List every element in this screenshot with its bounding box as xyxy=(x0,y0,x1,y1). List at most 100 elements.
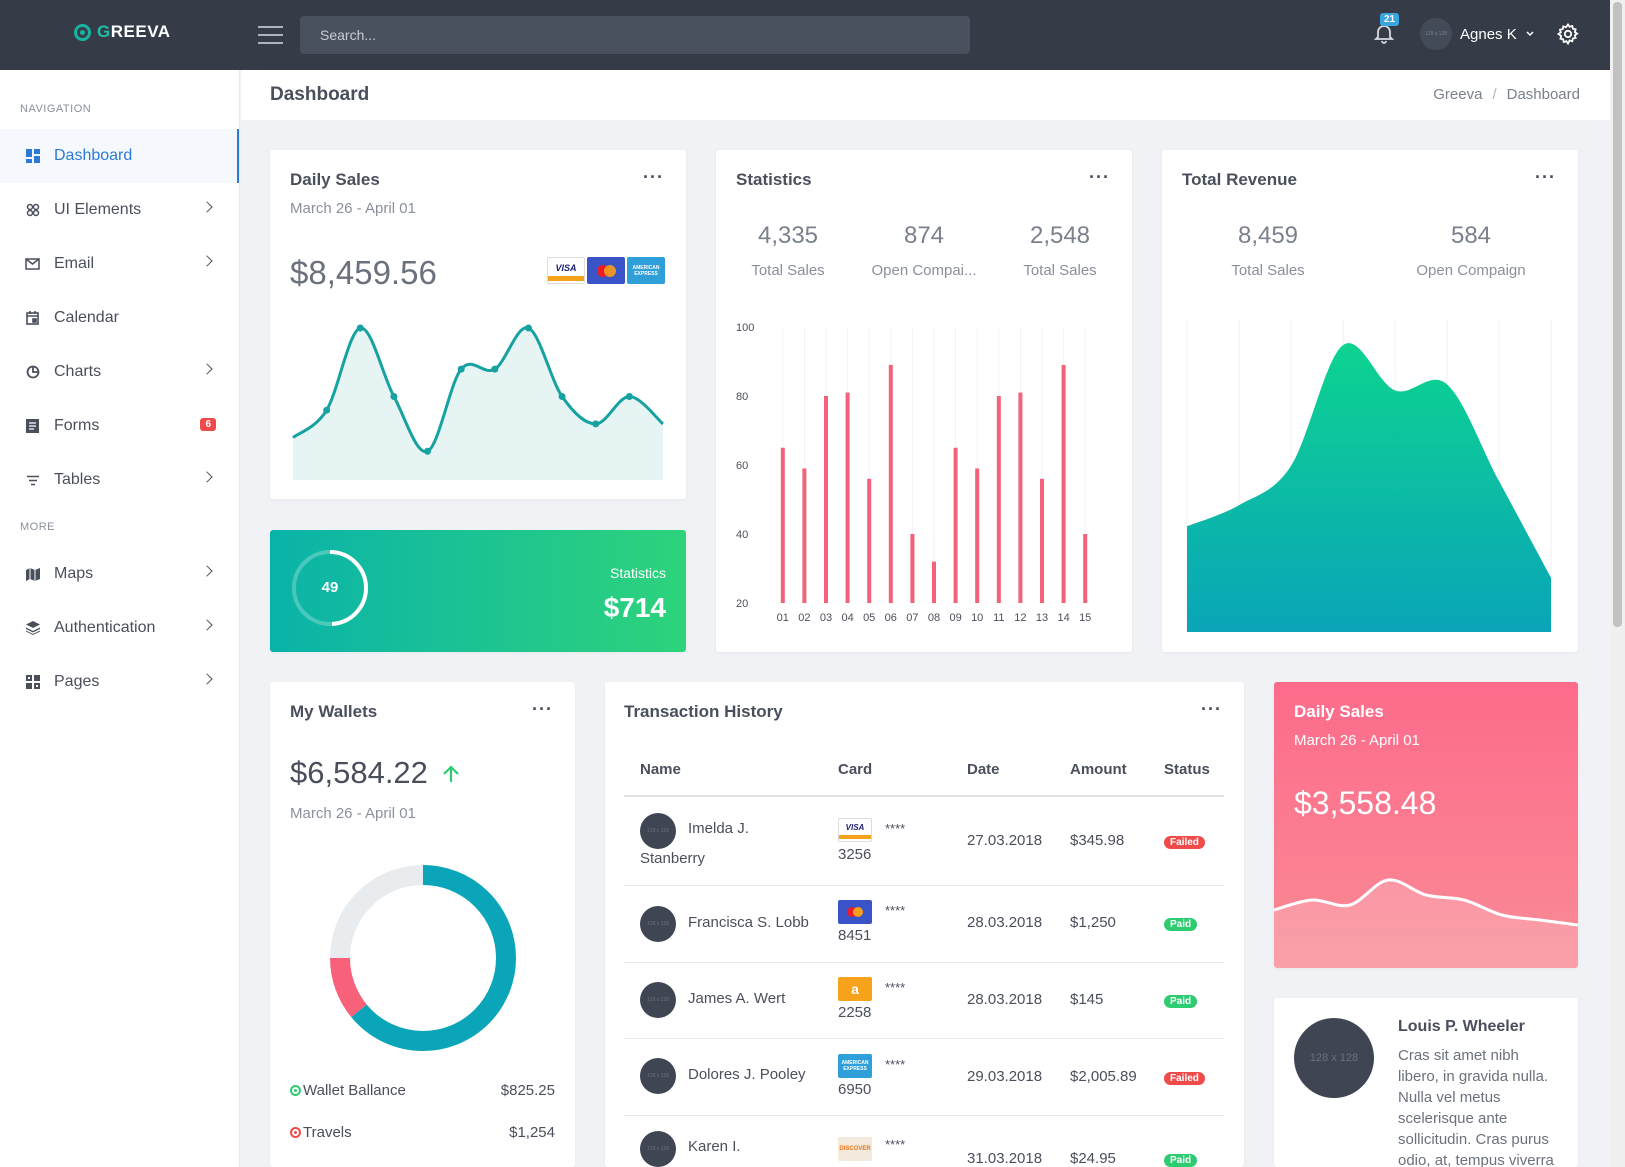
date-range: March 26 - April 01 xyxy=(290,200,416,217)
date-range: March 26 - April 01 xyxy=(1294,732,1420,749)
bar xyxy=(1061,364,1066,603)
donut-slice xyxy=(330,865,516,1051)
donut-slice xyxy=(330,865,516,1051)
sales-amount: $3,558.48 xyxy=(1294,785,1437,821)
bar xyxy=(996,396,1001,603)
chevron-right-icon xyxy=(201,255,213,267)
ui-elements-icon xyxy=(25,203,40,218)
sidebar-item-label: Email xyxy=(54,255,95,272)
card-title: Statistics xyxy=(736,170,812,189)
y-tick-label: 20 xyxy=(736,598,748,610)
sidebar-item-maps[interactable]: Maps xyxy=(0,547,239,601)
transaction-date: 31.03.2018 xyxy=(967,1150,1043,1167)
more-options-button[interactable]: ··· xyxy=(1201,699,1222,719)
column-header[interactable]: Name xyxy=(640,761,681,778)
transaction-amount: $145 xyxy=(1070,991,1104,1008)
more-options-button[interactable]: ··· xyxy=(643,167,664,187)
calendar-icon xyxy=(25,311,40,326)
notification-badge: 21 xyxy=(1380,13,1400,26)
card-last-digits: 6950 xyxy=(838,1081,872,1098)
transaction-date: 28.03.2018 xyxy=(967,914,1043,931)
sidebar-item-label: Charts xyxy=(54,363,102,380)
more-options-button[interactable]: ··· xyxy=(1089,167,1110,187)
amazon-card-icon: a xyxy=(838,977,872,1001)
breadcrumb-current: Dashboard xyxy=(1506,86,1580,103)
amex-card-icon: AMERICAN EXPRESS xyxy=(627,257,665,284)
charts-icon xyxy=(25,365,40,380)
sidebar-item-pages[interactable]: Pages xyxy=(0,655,239,709)
visa-card-icon: VISA xyxy=(547,257,585,284)
more-options-button[interactable]: ··· xyxy=(532,699,553,719)
daily-sales-line-chart xyxy=(1274,878,1578,968)
transaction-date: 28.03.2018 xyxy=(967,991,1043,1008)
bar xyxy=(867,478,872,603)
stat-value: 874 xyxy=(903,222,945,249)
stat-value: 4,335 xyxy=(757,222,819,249)
table-row[interactable] xyxy=(624,1039,1224,1116)
card-title: Total Revenue xyxy=(1182,170,1297,189)
mastercard-icon xyxy=(838,900,872,924)
table-row[interactable] xyxy=(624,797,1224,886)
data-point xyxy=(625,393,633,400)
data-point xyxy=(558,393,566,400)
transaction-amount: $345.98 xyxy=(1070,832,1125,849)
column-header[interactable]: Card xyxy=(838,761,873,778)
transaction-history-card xyxy=(605,682,1244,1167)
table-row[interactable] xyxy=(624,886,1224,963)
data-point xyxy=(424,447,432,455)
statistics-banner xyxy=(270,530,686,652)
user-menu[interactable]: 128 x 128 Agnes K xyxy=(1420,18,1535,50)
nav-section-label: NAVIGATION xyxy=(20,103,92,115)
stat-label: Total Sales xyxy=(751,262,825,279)
breadcrumb-root[interactable]: Greeva xyxy=(1433,86,1483,103)
stat-value: 2,548 xyxy=(1029,222,1091,249)
chevron-right-icon xyxy=(201,471,213,483)
forms-icon xyxy=(25,419,40,434)
sidebar-item-forms[interactable]: Forms 6 xyxy=(0,399,239,453)
column-header[interactable]: Amount xyxy=(1070,761,1127,778)
sidebar-item-email[interactable]: Email xyxy=(0,237,239,291)
sidebar-item-calendar[interactable]: Calendar xyxy=(0,291,239,345)
avatar: 128 x 128 xyxy=(640,1131,676,1167)
bell-icon[interactable] xyxy=(1372,20,1396,46)
progress-ring xyxy=(292,550,368,626)
area-fill xyxy=(1187,343,1551,632)
x-tick-label: 12 xyxy=(1014,612,1026,624)
sidebar-item-tables[interactable]: Tables xyxy=(0,453,239,507)
x-tick-label: 04 xyxy=(841,612,853,624)
card-masked: **** xyxy=(885,1057,906,1072)
sidebar-item-dashboard[interactable]: Dashboard xyxy=(0,129,239,183)
bar xyxy=(888,364,893,603)
sidebar-item-charts[interactable]: Charts xyxy=(0,345,239,399)
transaction-date: 27.03.2018 xyxy=(967,832,1043,849)
x-tick-label: 15 xyxy=(1079,612,1091,624)
daily-sales-pink-card xyxy=(1274,682,1578,968)
sidebar-item-ui-elements[interactable]: UI Elements xyxy=(0,183,239,237)
x-tick-label: 03 xyxy=(820,612,832,624)
x-tick-label: 10 xyxy=(971,612,983,624)
x-tick-label: 08 xyxy=(928,612,940,624)
more-options-button[interactable]: ··· xyxy=(1535,167,1556,187)
scrollbar[interactable] xyxy=(1610,0,1625,1167)
transaction-date: 29.03.2018 xyxy=(967,1068,1043,1085)
legend-value: $825.25 xyxy=(500,1082,555,1099)
card-last-digits: 3256 xyxy=(838,846,872,863)
user-name: Agnes K xyxy=(1460,25,1517,43)
table-row[interactable] xyxy=(624,963,1224,1039)
x-tick-label: 09 xyxy=(949,612,961,624)
chevron-down-icon xyxy=(1526,31,1534,37)
card-title: My Wallets xyxy=(290,702,378,721)
column-header[interactable]: Status xyxy=(1164,761,1210,778)
scrollbar-thumb[interactable] xyxy=(1613,2,1622,627)
search-input[interactable] xyxy=(300,16,970,54)
x-tick-label: 02 xyxy=(798,612,810,624)
pages-icon xyxy=(25,675,40,690)
sidebar-item-authentication[interactable]: Authentication xyxy=(0,601,239,655)
menu-toggle-button[interactable] xyxy=(258,26,283,44)
logo[interactable]: GREEVA xyxy=(74,22,171,42)
avatar: 128 x 128 xyxy=(640,906,676,942)
maps-icon xyxy=(25,567,40,582)
gear-icon[interactable] xyxy=(1556,22,1580,46)
sidebar: NAVIGATION Dashboard UI Elements Email C… xyxy=(0,70,240,1167)
column-header[interactable]: Date xyxy=(967,761,1000,778)
